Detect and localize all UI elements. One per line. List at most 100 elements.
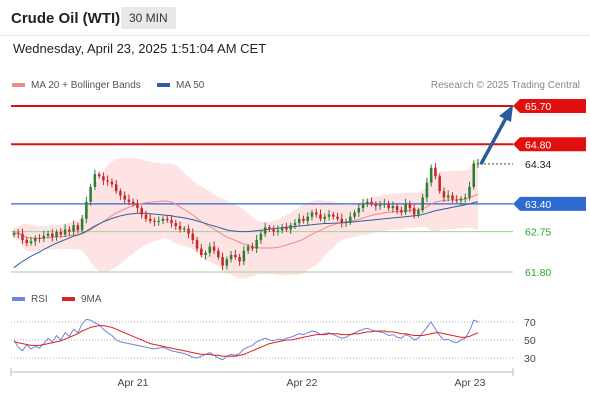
candle-body: [12, 232, 16, 235]
candle-body: [259, 233, 263, 241]
candle-body: [255, 240, 258, 249]
candle-body: [80, 218, 84, 231]
candle-body: [225, 259, 229, 266]
candle-body: [85, 201, 88, 219]
candle-body: [272, 229, 275, 232]
candle-body: [246, 246, 250, 251]
candle-body: [68, 229, 71, 232]
candle-body: [332, 214, 335, 217]
candle-body: [383, 203, 386, 205]
bollinger-band-area: [14, 157, 478, 279]
candle-body: [183, 228, 186, 230]
candle-body: [76, 225, 80, 231]
candle-body: [251, 246, 254, 249]
legend-item-rsi: RSI: [12, 294, 48, 305]
candle-body: [306, 216, 309, 221]
candle-body: [178, 226, 182, 230]
candle-body: [310, 212, 314, 217]
candle-body: [374, 203, 378, 207]
candle-body: [106, 180, 109, 182]
legend-swatch-rsi: [12, 297, 25, 302]
candle-body: [268, 227, 271, 230]
candle-body: [42, 235, 46, 239]
candle-body: [412, 208, 416, 215]
candle-body: [476, 163, 480, 165]
candle-body: [51, 233, 54, 238]
legend-label-ma20: MA 20 + Bollinger Bands: [31, 80, 141, 91]
candle-body: [46, 233, 50, 236]
candle-body: [387, 203, 390, 209]
candle-body: [297, 218, 301, 224]
legend-label-rsi: RSI: [31, 294, 48, 305]
candle-body: [408, 203, 412, 209]
candle-body: [378, 204, 382, 207]
credit-text: Research © 2025 Trading Central: [430, 80, 580, 91]
resistance-1-label: 64.80: [525, 139, 551, 151]
candle-body: [55, 231, 58, 238]
candle-body: [136, 203, 139, 209]
x-axis: Apr 21 Apr 22 Apr 23: [10, 368, 514, 389]
support-2-label: 61.80: [525, 267, 551, 279]
candle-body: [472, 163, 476, 187]
candle-body: [366, 201, 369, 204]
chart-header: Crude Oil (WTI) 30 MIN: [0, 0, 590, 36]
instrument-title: Crude Oil (WTI): [11, 10, 121, 27]
legend-swatch-9ma: [62, 297, 75, 302]
candlesticks: [12, 158, 480, 271]
candle-body: [451, 195, 454, 200]
candle-body: [174, 223, 178, 227]
rsi-ma-line: [13, 325, 479, 357]
candle-body: [212, 246, 216, 251]
rsi-panel: 70 50 30: [11, 317, 536, 365]
candle-body: [93, 174, 97, 187]
legend-item-9ma: 9MA: [62, 294, 102, 305]
candle-body: [391, 206, 395, 209]
price-tags: 65.70 64.80 64.34 63.40 62.75 61.80: [513, 99, 586, 279]
candle-body: [234, 254, 237, 258]
candle-body: [400, 210, 403, 213]
candle-body: [463, 197, 467, 199]
candle-body: [102, 176, 105, 181]
candle-body: [21, 233, 24, 241]
candle-body: [157, 220, 160, 222]
candle-body: [72, 225, 75, 232]
candle-body: [195, 240, 199, 249]
candle-body: [242, 250, 246, 262]
candle-body: [204, 252, 207, 255]
candle-body: [238, 257, 241, 262]
ma50-line: [13, 201, 479, 269]
candle-body: [29, 241, 33, 244]
candle-body: [442, 191, 446, 198]
timeframe-button[interactable]: 30 MIN: [121, 7, 176, 29]
candle-body: [446, 195, 450, 198]
candle-body: [144, 214, 148, 219]
candle-body: [425, 182, 429, 198]
candle-body: [357, 208, 361, 213]
resistance-1-tag: [513, 137, 586, 152]
candle-body: [221, 257, 224, 266]
candle-body: [229, 254, 233, 260]
last-price-label: 64.34: [525, 159, 551, 171]
candle-body: [293, 223, 297, 226]
candle-body: [187, 228, 190, 234]
candle-body: [217, 250, 220, 258]
projection-arrow: [479, 105, 513, 165]
x-tick-apr21: Apr 21: [118, 377, 149, 389]
candle-body: [208, 246, 212, 253]
candle-body: [361, 203, 365, 209]
candle-body: [323, 216, 327, 219]
rsi-axis-30: 30: [524, 353, 536, 365]
candle-body: [16, 232, 20, 234]
candle-body: [314, 212, 318, 215]
arrow-head: [499, 105, 513, 122]
candle-body: [140, 208, 143, 215]
candle-body: [97, 174, 101, 177]
legend-label-ma50: MA 50: [176, 80, 205, 91]
candle-body: [404, 203, 407, 213]
candle-body: [417, 210, 420, 215]
candle-body: [123, 195, 126, 200]
candle-body: [119, 191, 122, 196]
candle-body: [131, 201, 135, 204]
legend-swatch-ma20: [12, 83, 25, 88]
